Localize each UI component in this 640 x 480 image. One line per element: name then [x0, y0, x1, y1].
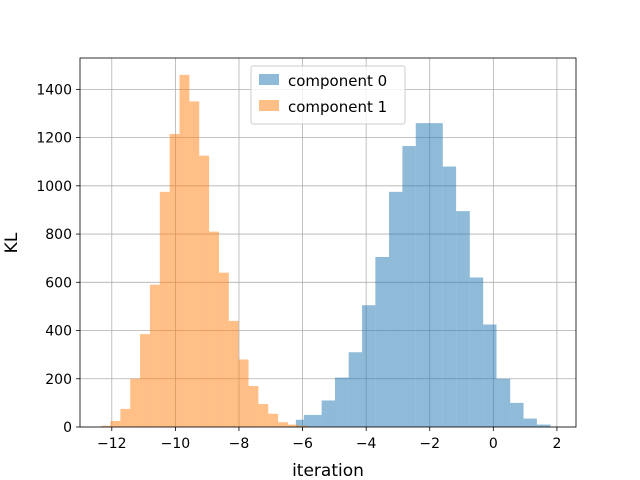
histogram-bar-component-1: [238, 359, 249, 427]
histogram-bar-component-0: [334, 377, 349, 427]
histogram-bar-component-0: [469, 277, 484, 427]
x-tick-label: −10: [161, 436, 191, 452]
histogram-bar-component-1: [199, 155, 210, 428]
histogram-bar-component-0: [429, 123, 443, 427]
y-tick-label: 1000: [36, 179, 72, 195]
histogram-bar-component-1: [169, 133, 180, 427]
y-tick-label: 1200: [36, 131, 72, 147]
histogram-bar-component-1: [110, 420, 121, 427]
histogram-bar-component-1: [179, 74, 190, 427]
y-tick-label: 800: [45, 227, 72, 243]
histogram-bar-component-1: [248, 386, 259, 427]
histogram-bar-component-1: [278, 422, 288, 427]
histogram-bar-component-0: [321, 400, 335, 427]
x-tick-label: −8: [229, 436, 250, 452]
histogram-bar-component-0: [362, 305, 376, 427]
histogram-bar-component-0: [348, 352, 363, 427]
y-tick-label: 400: [45, 324, 72, 340]
histogram-bar-component-0: [415, 123, 430, 427]
x-tick-label: 0: [489, 436, 498, 452]
y-tick-label: 600: [45, 275, 72, 291]
y-tick-label: 1400: [36, 82, 72, 98]
histogram-bar-component-1: [189, 101, 200, 427]
histogram-bar-component-0: [483, 324, 497, 427]
plot-frame: [79, 57, 577, 428]
histogram-bar-component-1: [100, 425, 111, 427]
histogram-bars: [100, 74, 551, 428]
histogram-bar-component-0: [303, 414, 322, 427]
histogram-bar-component-1: [159, 191, 170, 427]
x-tick-label: 2: [552, 436, 561, 452]
histogram-bar-component-0: [389, 191, 403, 427]
histogram-bar-component-1: [228, 320, 239, 427]
histogram-bar-component-1: [218, 272, 229, 427]
histogram-bar-component-1: [297, 425, 308, 427]
histogram-bar-component-0: [496, 378, 511, 427]
histogram-bar-component-1: [130, 378, 141, 427]
legend: component 0 component 1: [250, 65, 406, 125]
histogram-bar-component-0: [536, 424, 551, 427]
histogram-bar-component-0: [402, 146, 416, 427]
legend-label-component-0: component 0: [288, 72, 387, 90]
x-tick-label: −4: [356, 436, 377, 452]
histogram-bar-component-1: [258, 404, 269, 427]
x-tick-label: −12: [97, 436, 127, 452]
histogram-bar-component-0: [442, 166, 457, 427]
histogram-bar-component-1: [120, 408, 131, 427]
histogram-bar-component-0: [375, 256, 390, 427]
legend-swatch-component-0: [259, 74, 279, 85]
histogram-bar-component-0: [510, 402, 524, 427]
y-tick-label: 200: [45, 372, 72, 388]
y-axis-label: KL: [2, 232, 22, 253]
histogram-bar-component-1: [209, 231, 219, 427]
legend-label-component-1: component 1: [288, 98, 387, 116]
legend-swatch-component-1: [259, 100, 279, 111]
histogram-bar-component-1: [287, 424, 298, 427]
x-axis-label: iteration: [292, 461, 364, 480]
legend-box: [250, 65, 406, 125]
histogram-bar-component-1: [268, 413, 279, 427]
histogram-bar-component-0: [456, 211, 470, 427]
axis-ticks: −12 −10 −8 −6 −4 −2 0 2 0 200 400 600 800 1000 1200 140…: [36, 82, 561, 452]
x-tick-label: −2: [419, 436, 440, 452]
histogram-bar-component-0: [295, 419, 304, 427]
y-tick-label: 0: [63, 420, 72, 436]
histogram-bar-component-1: [149, 284, 160, 427]
x-tick-label: −6: [292, 436, 313, 452]
histogram-bar-component-0: [523, 418, 537, 427]
histogram-bar-component-1: [140, 334, 150, 427]
